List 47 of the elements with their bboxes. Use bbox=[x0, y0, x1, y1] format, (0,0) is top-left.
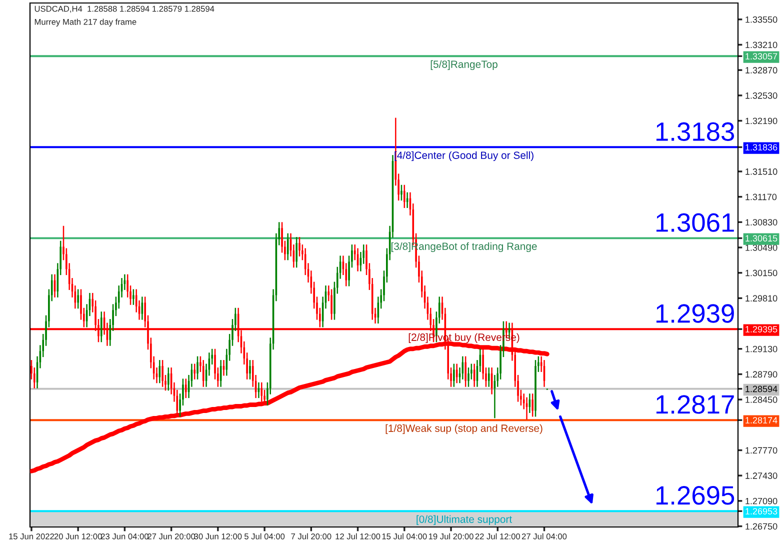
x-tick-label: 12 Jul 12:00 bbox=[336, 533, 380, 540]
x-tick-label: 23 Jun 04:00 bbox=[101, 533, 148, 540]
y-tick-label: 1.30830 bbox=[746, 219, 778, 226]
y-tick-label: 1.29395 bbox=[746, 326, 778, 332]
x-tick-label: 27 Jun 20:00 bbox=[148, 533, 196, 540]
y-tick-label: 1.28594 bbox=[746, 386, 778, 392]
y-tick-label: 1.32190 bbox=[746, 118, 778, 124]
ref-line-label: [1/8]Weak sup (stop and Reverse) bbox=[386, 424, 542, 434]
chart-title: USDCAD,H4 1.28588 1.28594 1.28579 1.28594 bbox=[34, 6, 214, 13]
x-tick-label: 27 Jul 04:00 bbox=[522, 533, 567, 540]
y-tick-label: 1.30615 bbox=[746, 235, 778, 242]
x-tick-label: 19 Jul 20:00 bbox=[428, 533, 474, 540]
annotation: 1.2939 bbox=[656, 304, 734, 323]
y-tick-label: 1.32870 bbox=[746, 67, 778, 74]
y-tick-label: 1.31170 bbox=[746, 194, 777, 200]
x-tick-label: 7 Jul 20:00 bbox=[291, 533, 332, 540]
x-tick-label: 5 Jul 04:00 bbox=[244, 533, 285, 540]
y-tick-label: 1.29810 bbox=[746, 295, 778, 302]
x-tick-label: 30 Jun 12:00 bbox=[194, 533, 242, 540]
y-tick-label: 1.30150 bbox=[746, 270, 778, 276]
y-tick-label: 1.26953 bbox=[746, 508, 778, 514]
y-tick-label: 1.33057 bbox=[746, 53, 778, 60]
x-tick-label: 22 Jul 12:00 bbox=[475, 533, 520, 540]
y-tick-label: 1.31510 bbox=[746, 168, 778, 175]
y-tick-label: 1.27770 bbox=[746, 447, 778, 454]
x-tick-label: 15 Jul 04:00 bbox=[382, 533, 427, 540]
y-tick-label: 1.27430 bbox=[746, 472, 778, 479]
y-tick-label: 1.26750 bbox=[746, 523, 778, 530]
y-tick-label: 1.33210 bbox=[746, 42, 778, 48]
annotation: 1.2695 bbox=[656, 486, 734, 505]
y-tick-label: 1.33550 bbox=[746, 16, 778, 23]
y-tick-label: 1.30490 bbox=[746, 244, 778, 251]
y-tick-label: 1.29130 bbox=[746, 346, 778, 352]
y-tick-label: 1.32530 bbox=[746, 92, 778, 99]
y-tick-label: 1.28790 bbox=[746, 371, 778, 378]
annotation: 1.3061 bbox=[656, 213, 734, 232]
x-tick-label: 15 Jun 2022 bbox=[9, 533, 54, 540]
text: Murrey Math 217 day frame bbox=[34, 18, 136, 26]
x-tick-label: 20 Jun 12:00 bbox=[54, 533, 102, 540]
y-tick-label: 1.27090 bbox=[746, 498, 778, 504]
y-tick-label: 1.28174 bbox=[746, 417, 778, 424]
y-tick-label: 1.28450 bbox=[746, 396, 778, 403]
ref-line-label: [0/8]Ultimate support bbox=[416, 515, 512, 525]
annotation: 1.2817 bbox=[656, 395, 734, 414]
annotation: 1.3183 bbox=[656, 122, 734, 141]
y-tick-label: 1.31836 bbox=[746, 144, 778, 151]
ref-line-label: [5/8]RangeTop bbox=[430, 60, 498, 70]
